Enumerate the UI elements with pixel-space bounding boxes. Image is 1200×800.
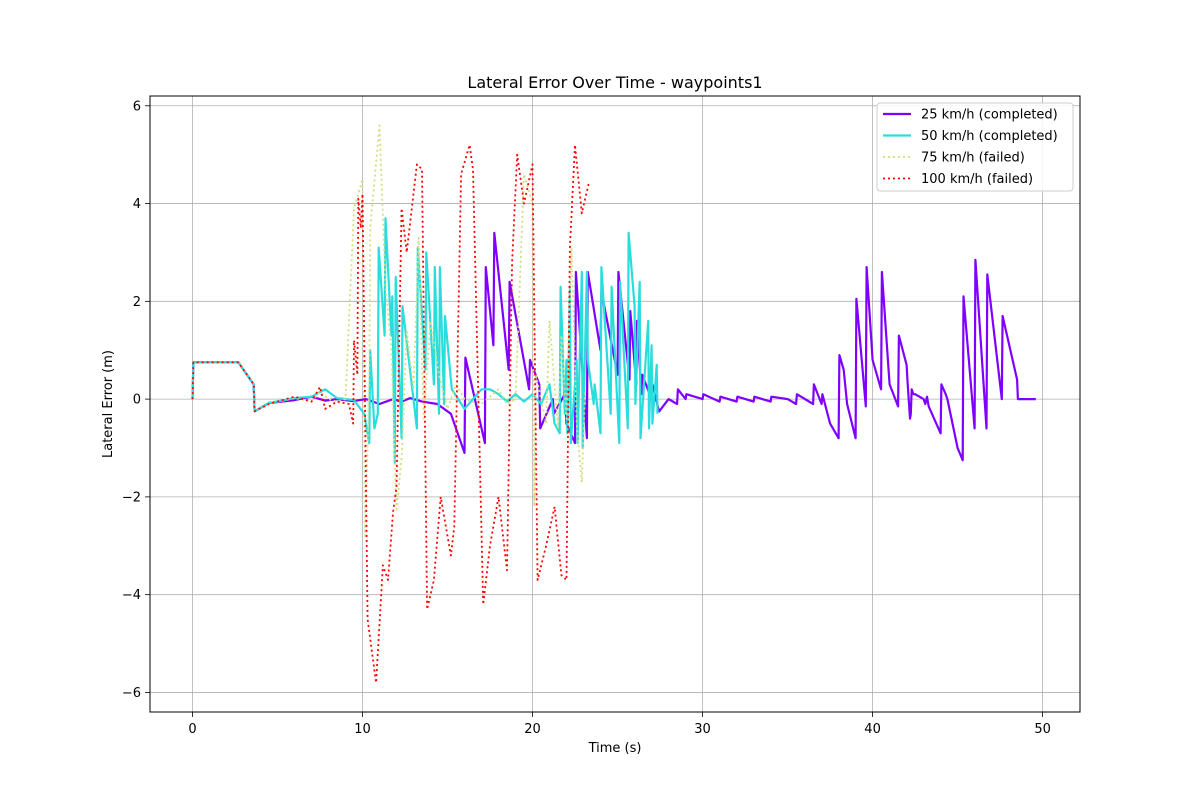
- axes-frame: [149, 95, 1081, 713]
- x-tick-label: 30: [694, 722, 711, 737]
- x-tick-label: 40: [864, 722, 881, 737]
- legend: 25 km/h (completed) 50 km/h (completed) 75…: [876, 102, 1074, 192]
- legend-label: 50 km/h (completed): [921, 129, 1058, 144]
- x-tick-label: 50: [1034, 722, 1051, 737]
- y-tick-label: 6: [133, 99, 141, 114]
- series-line-4: [191, 143, 590, 684]
- series-line-2: [191, 217, 659, 464]
- legend-label: 100 km/h (failed): [921, 172, 1033, 187]
- y-tick-label: 2: [133, 295, 141, 310]
- y-tick-label: −6: [122, 686, 141, 701]
- y-tick-label: 4: [133, 197, 141, 212]
- x-tick-label: 20: [524, 722, 541, 737]
- axis-ticks: 0 10 20 30 40 50 −6 −4 −2 0 2 4 6: [122, 99, 1051, 737]
- series-line-1: [191, 231, 1036, 462]
- y-axis-label: Lateral Error (m): [101, 350, 116, 458]
- chart-title: Lateral Error Over Time - waypoints1: [467, 73, 762, 92]
- series-line-3: [191, 124, 587, 537]
- x-tick-label: 10: [354, 722, 371, 737]
- x-tick-label: 0: [188, 722, 196, 737]
- legend-label: 75 km/h (failed): [921, 151, 1025, 166]
- plot-area: [191, 124, 1036, 684]
- y-tick-label: −2: [122, 490, 141, 505]
- x-axis-label: Time (s): [588, 741, 642, 756]
- y-tick-label: 0: [133, 393, 141, 408]
- legend-box: [876, 102, 1074, 192]
- y-tick-label: −4: [122, 588, 141, 603]
- legend-label: 25 km/h (completed): [921, 108, 1058, 123]
